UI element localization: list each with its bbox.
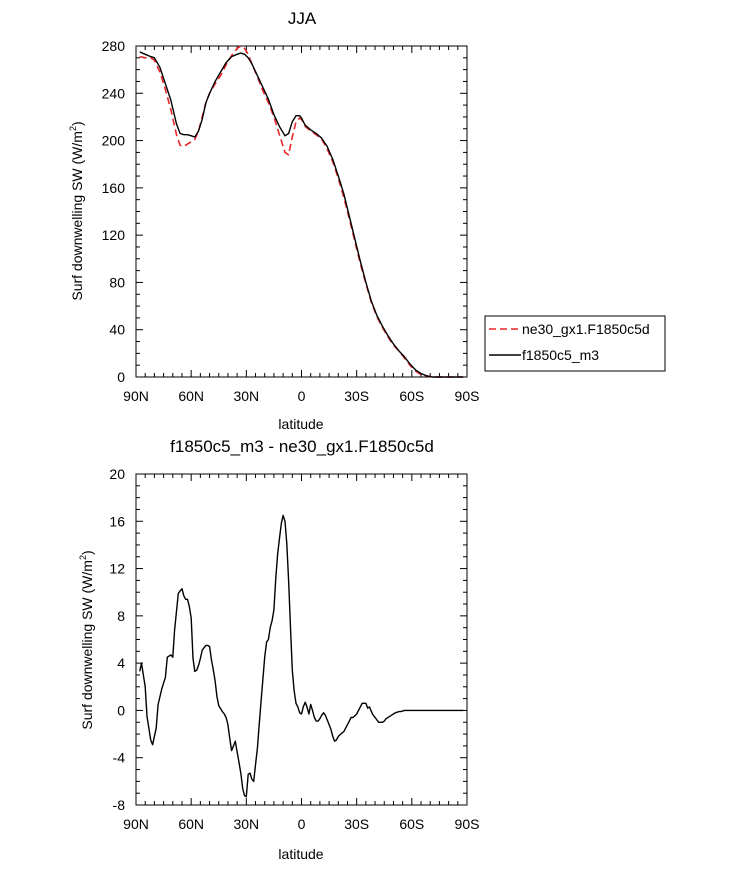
top-x-tick-label: 60S (399, 388, 424, 404)
bottom-y-axis-label-main: Surf downwelling SW (W/m (79, 560, 95, 730)
top-y-tick-label: 0 (117, 369, 125, 385)
top-x-tick-label: 90S (455, 388, 480, 404)
bottom-x-tick-labels: 90N 60N 30N 0 30S 60S 90S (123, 816, 479, 832)
top-y-tick-label: 280 (102, 38, 126, 54)
top-x-tick-label: 60N (178, 388, 204, 404)
top-y-tick-label: 40 (109, 322, 125, 338)
bottom-y-tick-label: 12 (109, 561, 125, 577)
bottom-chart: f1850c5_m3 - ne30_gx1.F1850c5d 90N 60N 30N… (78, 437, 479, 862)
top-plot-area (135, 45, 468, 378)
bottom-plot-area (135, 473, 468, 806)
bottom-y-tick-label: 0 (117, 702, 125, 718)
bottom-x-tick-label: 90N (123, 816, 149, 832)
top-y-tick-label: 80 (109, 274, 125, 290)
top-y-tick-label: 240 (102, 85, 126, 101)
top-y-axis-label-tail: ) (69, 121, 85, 126)
legend: ne30_gx1.F1850c5d f1850c5_m3 (484, 315, 666, 372)
top-y-tick-label: 120 (102, 227, 126, 243)
bottom-x-tick-label: 90S (455, 816, 480, 832)
top-plot-frame (135, 45, 468, 378)
top-y-axis-label: Surf downwelling SW (W/m2) (68, 121, 85, 300)
top-y-tick-label: 200 (102, 133, 126, 149)
top-x-tick-label: 30S (344, 388, 369, 404)
bottom-x-axis-label: latitude (278, 846, 323, 862)
top-x-axis-label: latitude (278, 416, 323, 432)
top-series-line-f1850c5-m3 (139, 51, 464, 378)
legend-label-f1850: f1850c5_m3 (522, 347, 599, 363)
top-chart-title: JJA (288, 9, 317, 28)
bottom-chart-title: f1850c5_m3 - ne30_gx1.F1850c5d (170, 437, 434, 456)
bottom-x-tick-label: 0 (298, 816, 306, 832)
bottom-y-tick-label: -4 (113, 750, 126, 766)
top-chart: JJA 90N 60N 30N 0 30S 60S 90S 0 40 80 120 160 200 24… (68, 9, 666, 432)
top-x-tick-label: 90N (123, 388, 149, 404)
top-y-axis-label-sup: 2 (68, 126, 78, 131)
bottom-y-axis-label-sup: 2 (78, 555, 88, 560)
legend-label-ne30: ne30_gx1.F1850c5d (522, 321, 650, 337)
bottom-y-tick-label: 4 (117, 655, 125, 671)
bottom-y-axis-label: Surf downwelling SW (W/m2) (78, 550, 95, 729)
bottom-y-tick-label: -8 (113, 797, 126, 813)
bottom-plot-frame (135, 473, 468, 806)
legend-box (484, 315, 666, 372)
bottom-x-tick-label: 60N (178, 816, 204, 832)
bottom-y-tick-label: 16 (109, 513, 125, 529)
top-y-tick-label: 160 (102, 180, 126, 196)
top-y-axis-label-main: Surf downwelling SW (W/m (69, 131, 85, 301)
top-x-tick-label: 30N (233, 388, 259, 404)
bottom-x-tick-label: 30N (233, 816, 259, 832)
bottom-y-tick-label: 8 (117, 608, 125, 624)
bottom-y-tick-label: 20 (109, 466, 125, 482)
bottom-series-line-difference (139, 514, 464, 798)
top-series-line-ne30-gx1-f1850c5d (139, 45, 464, 378)
bottom-y-axis-label-tail: ) (79, 550, 95, 555)
bottom-x-tick-label: 30S (344, 816, 369, 832)
top-y-tick-labels: 0 40 80 120 160 200 240 280 (102, 38, 126, 385)
bottom-x-tick-label: 60S (399, 816, 424, 832)
bottom-y-tick-labels: -8 -4 0 4 8 12 16 20 (109, 466, 125, 813)
top-x-tick-labels: 90N 60N 30N 0 30S 60S 90S (123, 388, 479, 404)
top-x-tick-label: 0 (298, 388, 306, 404)
